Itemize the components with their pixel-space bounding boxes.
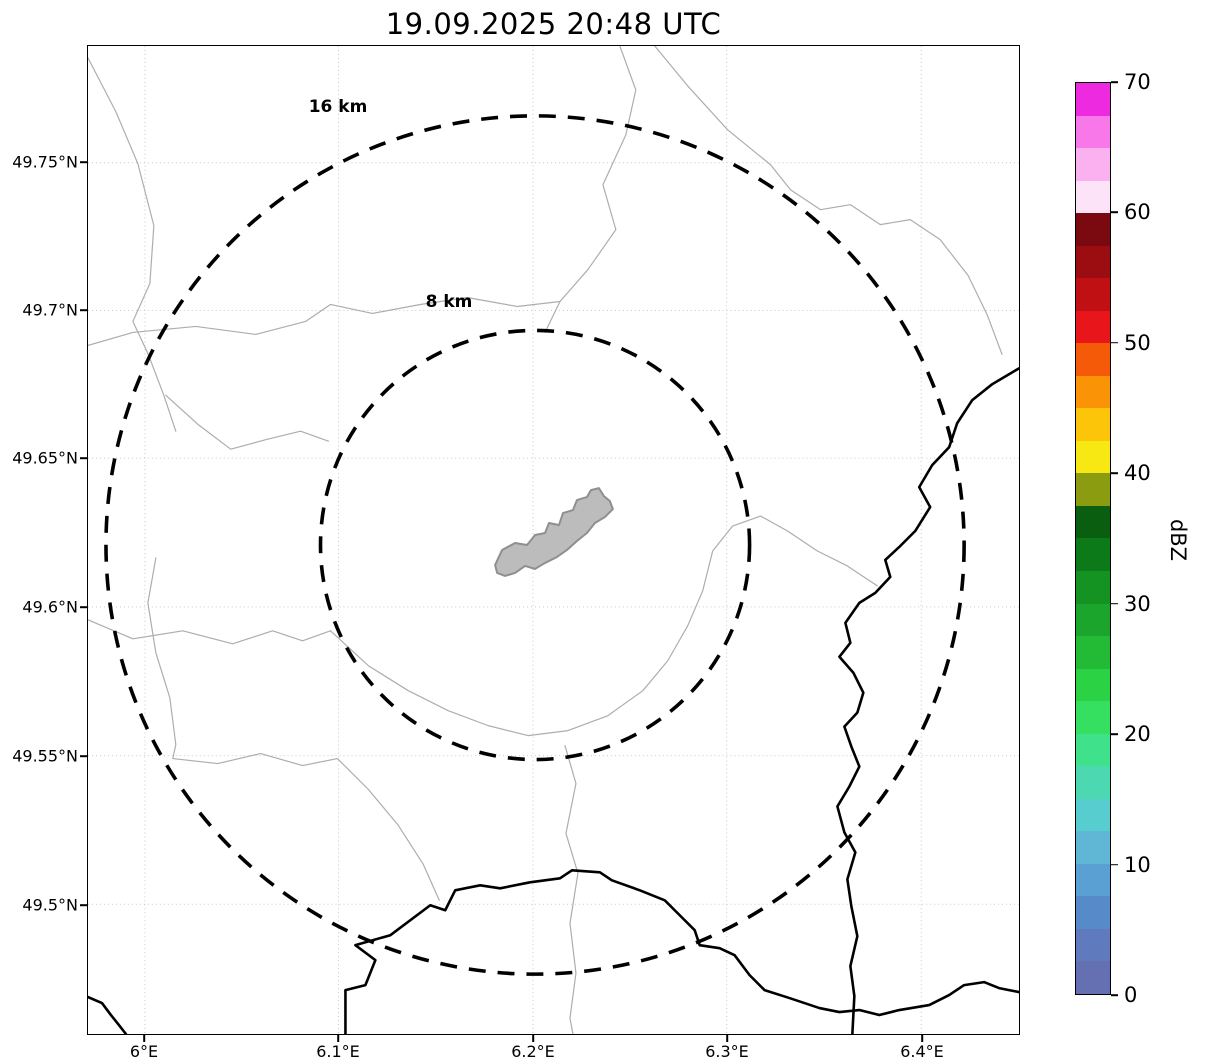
x-tick-label: 6°E	[129, 1042, 159, 1061]
y-tick-label: 49.6°N	[22, 597, 78, 617]
colorbar-segment	[1076, 440, 1110, 474]
y-tick-mark	[80, 755, 87, 757]
colorbar-segment	[1076, 538, 1110, 571]
colorbar-segment	[1076, 148, 1110, 181]
colorbar-tick-mark	[1111, 863, 1118, 866]
ring-8km-label: 8 km	[425, 292, 473, 312]
colorbar-segment	[1076, 310, 1110, 344]
x-tick-mark	[532, 1035, 534, 1042]
colorbar-segment	[1076, 343, 1110, 376]
y-tick-mark	[80, 457, 87, 459]
y-tick-mark	[80, 309, 87, 311]
y-tick-label: 49.65°N	[12, 448, 78, 468]
y-tick-label: 49.5°N	[22, 895, 78, 915]
country-border-lines	[88, 367, 1019, 1034]
colorbar-tick-label: 40	[1124, 461, 1151, 486]
colorbar-segment	[1076, 766, 1110, 799]
colorbar-tick-label: 0	[1124, 983, 1138, 1007]
x-tick-label: 6.1°E	[316, 1042, 360, 1061]
colorbar-tick-mark	[1111, 342, 1118, 344]
colorbar-segment	[1076, 278, 1110, 311]
colorbar-segment	[1076, 408, 1110, 441]
y-tick-mark	[80, 904, 87, 906]
colorbar-segment	[1076, 831, 1110, 864]
x-tick-label: 6.3°E	[705, 1042, 749, 1061]
city-area-polygon	[494, 487, 614, 577]
y-tick-label: 49.7°N	[22, 300, 78, 320]
colorbar-segment	[1076, 115, 1110, 149]
y-tick-mark	[80, 161, 87, 163]
colorbar-segment	[1076, 896, 1110, 929]
corner-border-line	[88, 995, 128, 1034]
y-tick-label: 49.55°N	[12, 746, 78, 766]
y-tick-mark	[80, 606, 87, 608]
colorbar-tick-label: 20	[1124, 722, 1151, 747]
x-tick-mark	[337, 1035, 339, 1042]
x-tick-label: 6.2°E	[511, 1042, 555, 1061]
colorbar-tick-mark	[1111, 472, 1118, 475]
colorbar-segment	[1076, 83, 1110, 116]
colorbar-tick-label: 30	[1124, 591, 1151, 616]
plot-title: 19.09.2025 20:48 UTC	[385, 7, 722, 41]
colorbar-tick-label: 50	[1124, 330, 1151, 355]
colorbar-segment	[1076, 701, 1110, 734]
ring-16km-label: 16 km	[308, 97, 368, 117]
colorbar-segment	[1076, 603, 1110, 637]
colorbar-tick-label: 60	[1124, 200, 1151, 225]
colorbar-segment	[1076, 863, 1110, 897]
map-canvas	[88, 46, 1019, 1034]
admin-boundary-lines	[88, 46, 1003, 1034]
colorbar-tick-mark	[1111, 81, 1118, 83]
colorbar-tick-mark	[1111, 994, 1118, 996]
river-border-line	[836, 367, 1019, 1034]
colorbar-segment	[1076, 798, 1110, 832]
ring-8km-circle	[318, 328, 752, 762]
colorbar-segment	[1076, 733, 1110, 767]
southern-border-line	[344, 869, 1019, 1034]
colorbar-segment	[1076, 961, 1110, 994]
colorbar-tick-mark	[1111, 602, 1118, 605]
colorbar-segment	[1076, 570, 1110, 604]
ring-16km-circle	[104, 114, 966, 976]
colorbar-axis-label: dBZ	[1166, 518, 1190, 562]
colorbar-tick-label: 70	[1124, 70, 1151, 94]
x-tick-mark	[143, 1035, 145, 1042]
colorbar-segment	[1076, 473, 1110, 506]
colorbar-segment	[1076, 505, 1110, 539]
y-tick-label: 49.75°N	[12, 152, 78, 172]
colorbar-tick-mark	[1111, 211, 1118, 214]
colorbar-segment	[1076, 213, 1110, 246]
colorbar-segment	[1076, 375, 1110, 409]
colorbar-segment	[1076, 928, 1110, 962]
colorbar-tick-label: 10	[1124, 852, 1151, 877]
colorbar-tick-mark	[1111, 733, 1118, 735]
x-tick-mark	[726, 1035, 728, 1042]
x-tick-mark	[921, 1035, 923, 1042]
map-plot-area: 16 km 8 km	[87, 45, 1020, 1035]
grid-lines	[88, 46, 1019, 1034]
colorbar-segment	[1076, 180, 1110, 214]
colorbar	[1075, 82, 1111, 995]
colorbar-segment	[1076, 636, 1110, 669]
x-tick-label: 6.4°E	[900, 1042, 944, 1061]
colorbar-segment	[1076, 245, 1110, 279]
colorbar-segment	[1076, 668, 1110, 702]
range-rings	[104, 114, 966, 976]
